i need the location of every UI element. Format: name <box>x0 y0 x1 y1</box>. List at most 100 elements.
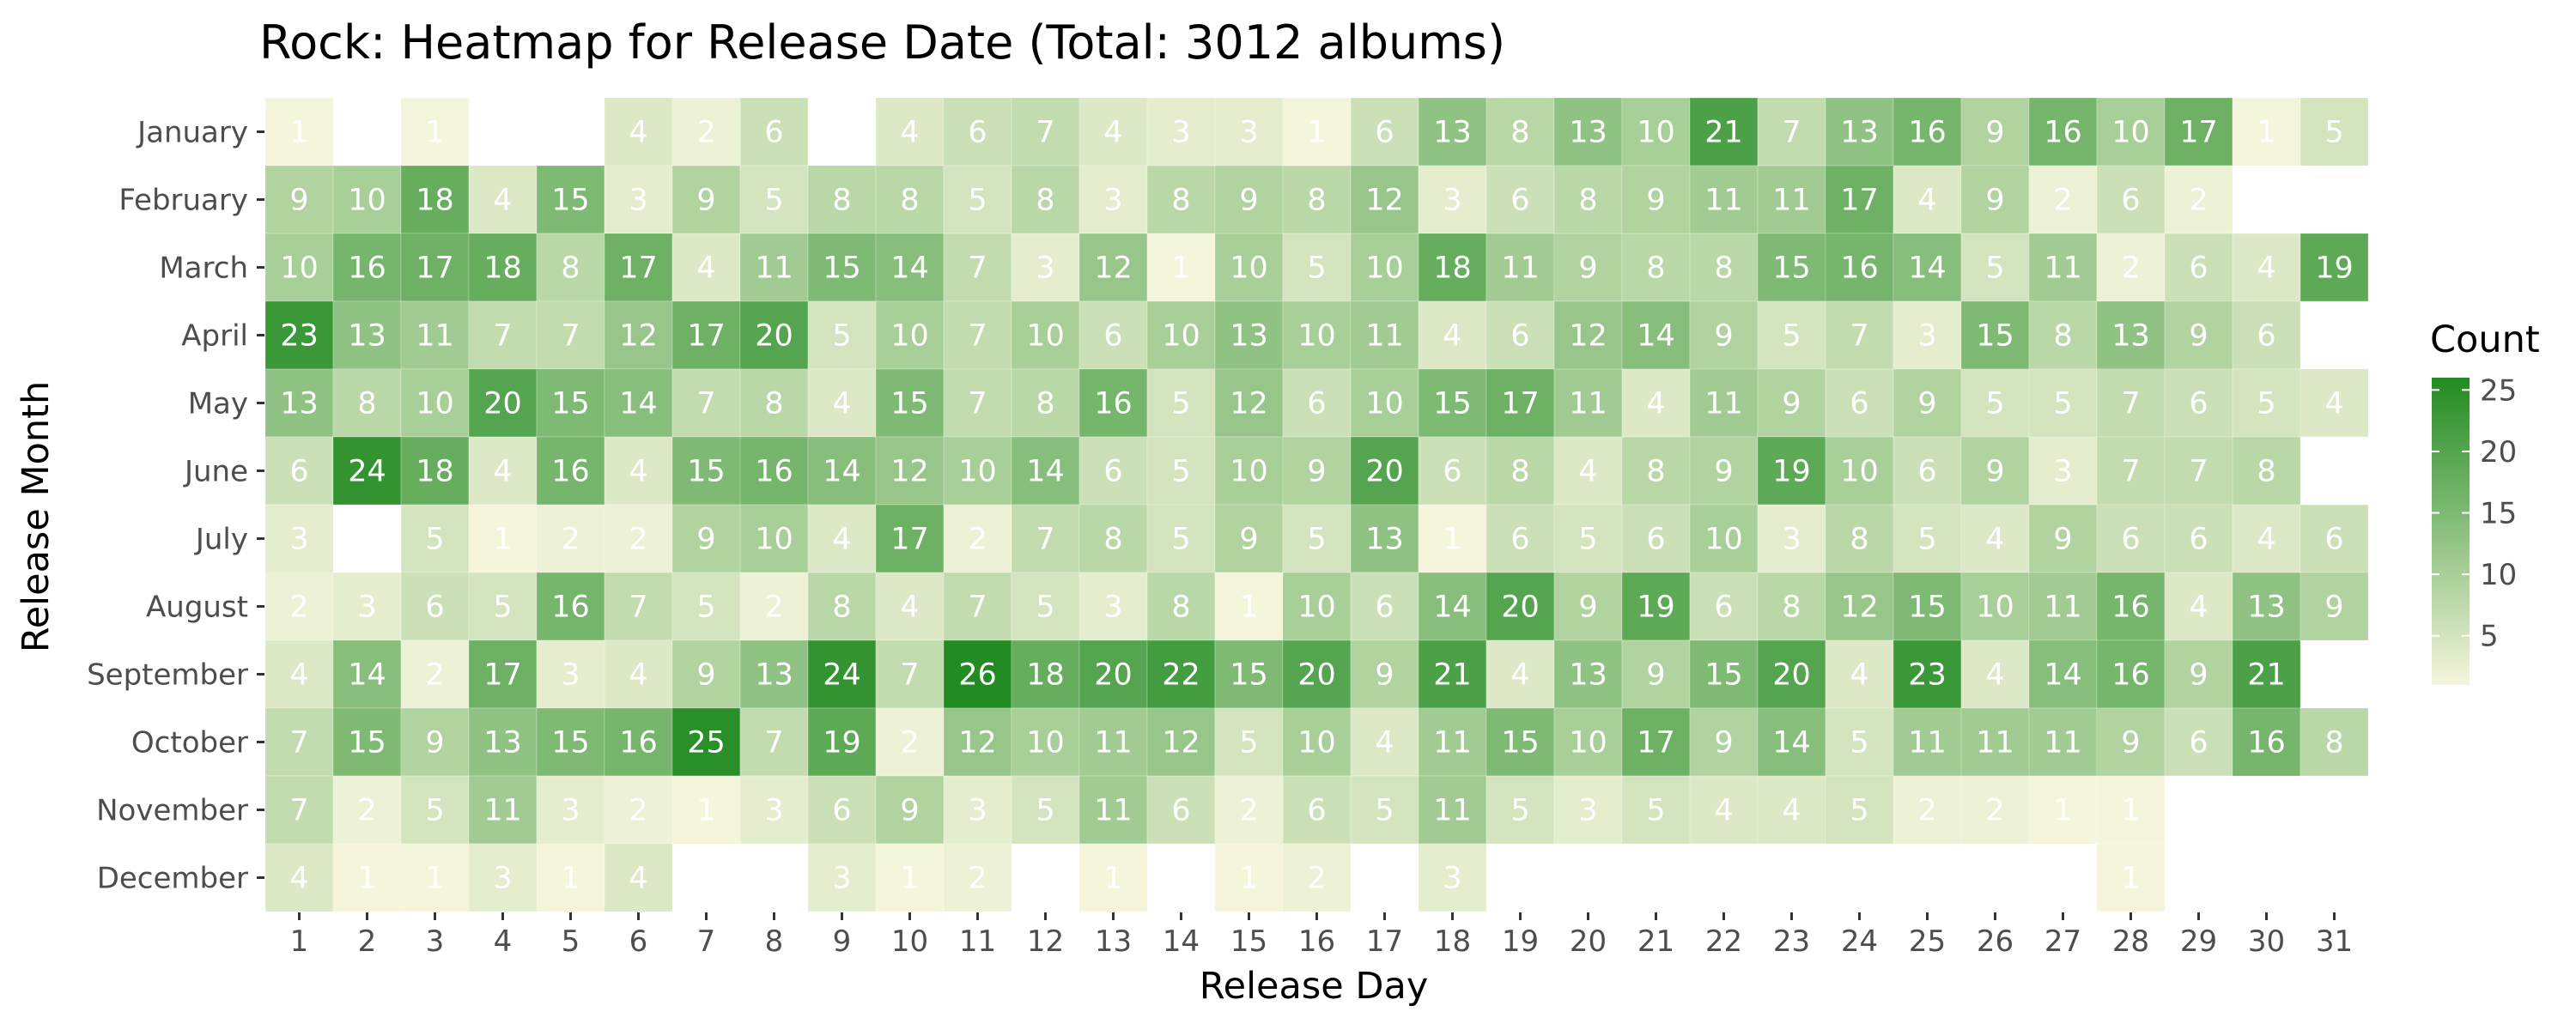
heatmap-cell <box>1893 707 1962 777</box>
cell-value-label: 6 <box>832 794 851 828</box>
cell-value-label: 16 <box>619 726 658 760</box>
cell-value-label: 8 <box>832 184 851 218</box>
heatmap-cell <box>1757 97 1826 167</box>
cell-value-label: 8 <box>1036 184 1054 218</box>
heatmap-cell <box>2028 572 2098 641</box>
heatmap-cell <box>739 639 809 709</box>
cell-value-label: 9 <box>1646 658 1665 693</box>
heatmap-cell <box>604 436 673 506</box>
cell-value-label: 10 <box>1569 726 1607 760</box>
cell-value-label: 5 <box>2257 387 2275 421</box>
cell-value-label: 21 <box>2247 658 2286 693</box>
heatmap-cell <box>2164 165 2233 234</box>
cell-value-label: 3 <box>1443 862 1461 896</box>
cell-value-label: 6 <box>2189 387 2208 421</box>
heatmap-cell <box>1621 639 1691 709</box>
cell-value-label: 16 <box>2247 726 2286 760</box>
cell-value-label: 5 <box>2324 116 2343 150</box>
cell-value-label: 9 <box>696 184 715 218</box>
x-tick-label: 20 <box>1570 924 1607 959</box>
cell-value-label: 10 <box>416 387 454 421</box>
heatmap-cell <box>1282 97 1352 167</box>
heatmap-cell <box>739 436 809 506</box>
cell-value-label: 1 <box>289 116 308 150</box>
heatmap-cell <box>264 639 334 709</box>
cell-value-label: 6 <box>2121 184 2140 218</box>
cell-value-label: 5 <box>1307 523 1326 557</box>
heatmap-cell <box>1078 233 1148 302</box>
heatmap-cell <box>1146 97 1216 167</box>
heatmap-cell <box>400 436 470 506</box>
heatmap-cell <box>1893 233 1962 302</box>
cell-value-label: 1 <box>561 862 580 896</box>
cell-value-label: 4 <box>1510 658 1529 693</box>
cell-value-label: 4 <box>900 591 919 625</box>
cell-value-label: 5 <box>1917 523 1936 557</box>
cell-value-label: 5 <box>1985 251 2004 286</box>
cell-value-label: 20 <box>1501 591 1540 625</box>
heatmap-cell <box>1825 639 1894 709</box>
heatmap-cell <box>468 843 538 912</box>
heatmap-cell <box>807 368 877 438</box>
cell-value-label: 6 <box>764 116 783 150</box>
heatmap-cell <box>2096 707 2166 777</box>
heatmap-cell <box>468 368 538 438</box>
heatmap-cell <box>1011 233 1080 302</box>
heatmap-cell <box>2300 504 2369 573</box>
y-tick-label: November <box>96 794 248 828</box>
heatmap-cell <box>2028 707 2098 777</box>
cell-value-label: 13 <box>1433 116 1472 150</box>
cell-value-label: 17 <box>2179 116 2218 150</box>
heatmap-cell <box>1553 165 1623 234</box>
heatmap-cell <box>1214 504 1284 573</box>
heatmap-cell <box>1689 707 1759 777</box>
cell-value-label: 8 <box>1036 387 1054 421</box>
cell-value-label: 6 <box>1714 591 1733 625</box>
cell-value-label: 10 <box>1297 726 1336 760</box>
cell-value-label: 3 <box>357 591 376 625</box>
y-tick-label: June <box>183 455 248 489</box>
cell-value-label: 2 <box>425 658 444 693</box>
heatmap-cell <box>1825 572 1894 641</box>
legend-title: Count <box>2430 318 2540 361</box>
cell-value-label: 9 <box>289 184 308 218</box>
cell-value-label: 4 <box>493 184 512 218</box>
cell-value-label: 8 <box>1850 523 1868 557</box>
heatmap-cell <box>536 368 605 438</box>
cell-value-label: 5 <box>696 591 715 625</box>
cell-value-label: 3 <box>629 184 647 218</box>
cell-value-label: 19 <box>2315 251 2354 286</box>
heatmap-cell <box>264 368 334 438</box>
heatmap-cell <box>1689 97 1759 167</box>
x-tick-label: 25 <box>1909 924 1946 959</box>
cell-value-label: 7 <box>2189 455 2208 489</box>
cell-value-label: 4 <box>2257 251 2275 286</box>
cell-value-label: 7 <box>1036 116 1054 150</box>
cell-value-label: 9 <box>1239 184 1258 218</box>
heatmap-cell <box>1078 639 1148 709</box>
heatmap-cell <box>807 843 877 912</box>
cell-value-label: 4 <box>1782 794 1801 828</box>
heatmap-cell <box>1689 165 1759 234</box>
cell-value-label: 15 <box>1976 319 2014 354</box>
heatmap-cell <box>1350 775 1419 845</box>
legend-tick-label: 5 <box>2480 620 2499 654</box>
heatmap-cell <box>2300 707 2369 777</box>
cell-value-label: 2 <box>1307 862 1326 896</box>
cell-value-label: 6 <box>2121 523 2140 557</box>
x-tick-label: 12 <box>1027 924 1064 959</box>
heatmap-cell <box>943 707 1012 777</box>
cell-value-label: 11 <box>1433 726 1472 760</box>
heatmap-cell <box>2300 572 2369 641</box>
heatmap-cell <box>1485 775 1555 845</box>
cell-value-label: 5 <box>1036 794 1054 828</box>
x-tick-label: 19 <box>1502 924 1539 959</box>
cell-value-label: 3 <box>289 523 308 557</box>
cell-value-label: 6 <box>1510 319 1529 354</box>
x-tick-label: 27 <box>2044 924 2081 959</box>
cell-value-label: 15 <box>1433 387 1472 421</box>
heatmap-cell <box>1078 436 1148 506</box>
cell-value-label: 6 <box>1850 387 1868 421</box>
heatmap-cell <box>2028 97 2098 167</box>
cell-value-label: 8 <box>1782 591 1801 625</box>
